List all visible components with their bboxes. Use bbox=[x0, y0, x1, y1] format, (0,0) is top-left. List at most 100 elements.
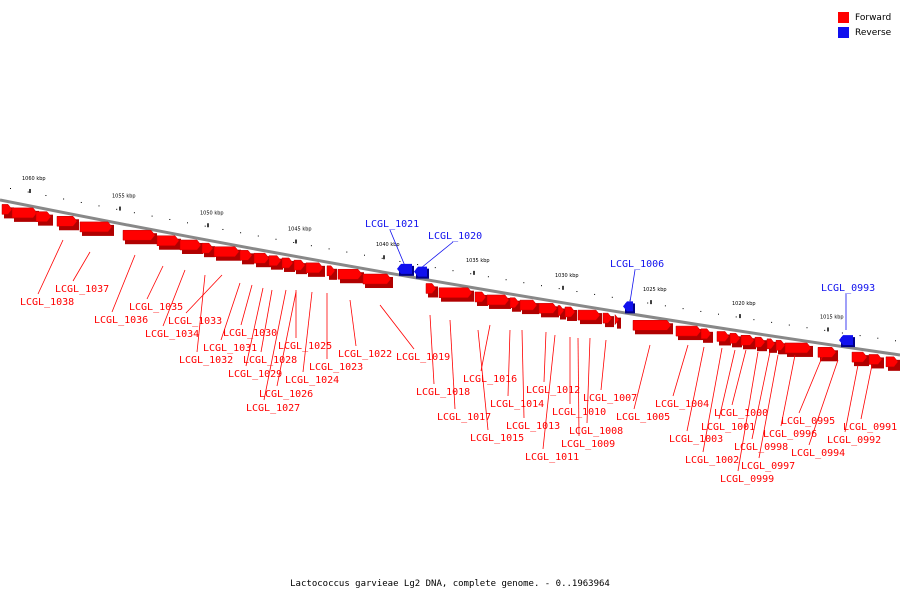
forward-gene-label: LCGL_0996 bbox=[763, 354, 817, 440]
forward-gene-label: LCGL_1038 bbox=[20, 239, 74, 308]
minor-tick bbox=[346, 251, 348, 253]
forward-gene-label: LCGL_1023 bbox=[309, 293, 363, 373]
forward-gene-label: LCGL_1005 bbox=[616, 344, 670, 423]
forward-gene bbox=[201, 242, 215, 258]
forward-gene-label: LCGL_1024 bbox=[285, 291, 339, 386]
forward-gene bbox=[281, 257, 295, 272]
minor-tick bbox=[399, 260, 401, 262]
reverse-swatch bbox=[838, 27, 849, 38]
forward-gene bbox=[156, 235, 181, 250]
gene-label-text: LCGL_1004 bbox=[655, 399, 709, 410]
forward-gene-label: LCGL_0997 bbox=[741, 354, 795, 472]
forward-gene bbox=[179, 239, 203, 254]
forward-gene bbox=[293, 259, 307, 275]
gene-label-text: LCGL_1007 bbox=[583, 393, 637, 404]
scale-label: 1025 kbp bbox=[643, 287, 667, 293]
forward-gene-label: LCGL_1003 bbox=[669, 346, 723, 445]
minor-tick bbox=[169, 218, 171, 220]
legend-forward: Forward bbox=[838, 10, 891, 25]
forward-gene-label: LCGL_1028 bbox=[243, 289, 297, 366]
scale-label: 1040 kbp bbox=[376, 242, 400, 248]
minor-tick bbox=[27, 191, 29, 193]
minor-tick bbox=[328, 248, 330, 250]
gene-label-text: LCGL_0993 bbox=[821, 283, 875, 294]
forward-gene bbox=[268, 255, 283, 270]
gene-label-text: LCGL_1020 bbox=[428, 231, 482, 242]
forward-gene bbox=[56, 216, 79, 231]
legend-forward-label: Forward bbox=[855, 12, 892, 23]
gene-label-text: LCGL_1024 bbox=[285, 375, 339, 386]
legend-reverse-label: Reverse bbox=[855, 27, 892, 38]
forward-gene bbox=[602, 312, 614, 328]
forward-gene-label: LCGL_1026 bbox=[259, 291, 313, 400]
forward-gene-label: LCGL_0994 bbox=[791, 359, 845, 459]
gene-label-text: LCGL_1023 bbox=[309, 362, 363, 373]
gene-labels: LCGL_1038 LCGL_1037 LCGL_1036 LCGL_1035 LCGL… bbox=[20, 219, 897, 485]
forward-gene-label: LCGL_0995 bbox=[781, 354, 835, 427]
reverse-gene-label: LCGL_1020 bbox=[420, 231, 482, 269]
minor-tick bbox=[204, 225, 206, 227]
forward-gene bbox=[438, 287, 474, 302]
forward-gene-label: LCGL_0999 bbox=[720, 351, 774, 485]
reverse-gene bbox=[397, 263, 414, 276]
minor-tick bbox=[576, 291, 578, 293]
gene-label-text: LCGL_1000 bbox=[714, 408, 768, 419]
forward-gene bbox=[519, 299, 539, 315]
forward-gene bbox=[122, 229, 157, 245]
forward-gene bbox=[326, 265, 337, 280]
gene-label-text: LCGL_1011 bbox=[525, 452, 579, 463]
forward-gene bbox=[253, 252, 271, 268]
forward-gene bbox=[564, 306, 577, 321]
gene-label-text: LCGL_1036 bbox=[94, 315, 148, 326]
minor-tick bbox=[45, 195, 47, 197]
minor-tick bbox=[310, 245, 312, 247]
forward-gene-label: LCGL_0991 bbox=[843, 364, 897, 433]
minor-tick bbox=[151, 215, 153, 217]
gene-label-text: LCGL_0996 bbox=[763, 429, 817, 440]
reverse-gene-label: LCGL_1021 bbox=[365, 219, 419, 267]
minor-tick bbox=[594, 293, 596, 295]
minor-tick bbox=[63, 198, 65, 200]
forward-gene bbox=[851, 351, 869, 367]
forward-gene bbox=[868, 354, 884, 369]
minor-tick bbox=[647, 302, 649, 304]
forward-gene-label: LCGL_1004 bbox=[655, 344, 709, 410]
gene-label-text: LCGL_1002 bbox=[685, 455, 739, 466]
forward-gene-label: LCGL_1033 bbox=[168, 274, 223, 327]
gene-label-text: LCGL_1035 bbox=[129, 302, 183, 313]
scale-label: 1050 kbp bbox=[200, 210, 224, 216]
gene-label-text: LCGL_1015 bbox=[470, 433, 524, 444]
forward-gene-label: LCGL_1027 bbox=[246, 289, 300, 414]
forward-gene bbox=[1, 204, 14, 219]
minor-tick bbox=[187, 222, 188, 224]
minor-tick bbox=[364, 254, 365, 256]
forward-gene bbox=[577, 309, 602, 325]
forward-gene-label: LCGL_1016 bbox=[463, 324, 517, 385]
forward-gene-label: LCGL_1007 bbox=[583, 339, 637, 404]
gene-label-text: LCGL_1005 bbox=[616, 412, 670, 423]
scale-label: 1060 kbp bbox=[22, 176, 46, 182]
forward-gene-label: LCGL_1036 bbox=[94, 254, 148, 326]
minor-tick bbox=[753, 319, 755, 321]
forward-gene-label: LCGL_1008 bbox=[569, 337, 623, 437]
forward-gene bbox=[213, 246, 241, 261]
forward-gene bbox=[486, 294, 511, 309]
minor-tick bbox=[735, 316, 737, 318]
minor-tick bbox=[487, 276, 489, 278]
gene-label-text: LCGL_1029 bbox=[228, 369, 282, 380]
minor-tick bbox=[841, 332, 843, 334]
forward-gene bbox=[538, 303, 559, 318]
minor-tick bbox=[257, 235, 259, 237]
forward-gene bbox=[784, 342, 813, 357]
gene-label-text: LCGL_1031 bbox=[203, 343, 257, 354]
forward-gene bbox=[700, 328, 713, 343]
forward-gene-label: LCGL_1017 bbox=[437, 319, 491, 423]
minor-tick bbox=[116, 208, 118, 210]
forward-gene bbox=[740, 335, 756, 350]
forward-gene bbox=[35, 211, 53, 226]
forward-gene bbox=[775, 340, 787, 355]
forward-gene bbox=[79, 221, 114, 236]
gene-label-text: LCGL_1025 bbox=[278, 341, 332, 352]
minor-tick bbox=[470, 273, 472, 275]
scale-label: 1055 kbp bbox=[112, 194, 136, 200]
